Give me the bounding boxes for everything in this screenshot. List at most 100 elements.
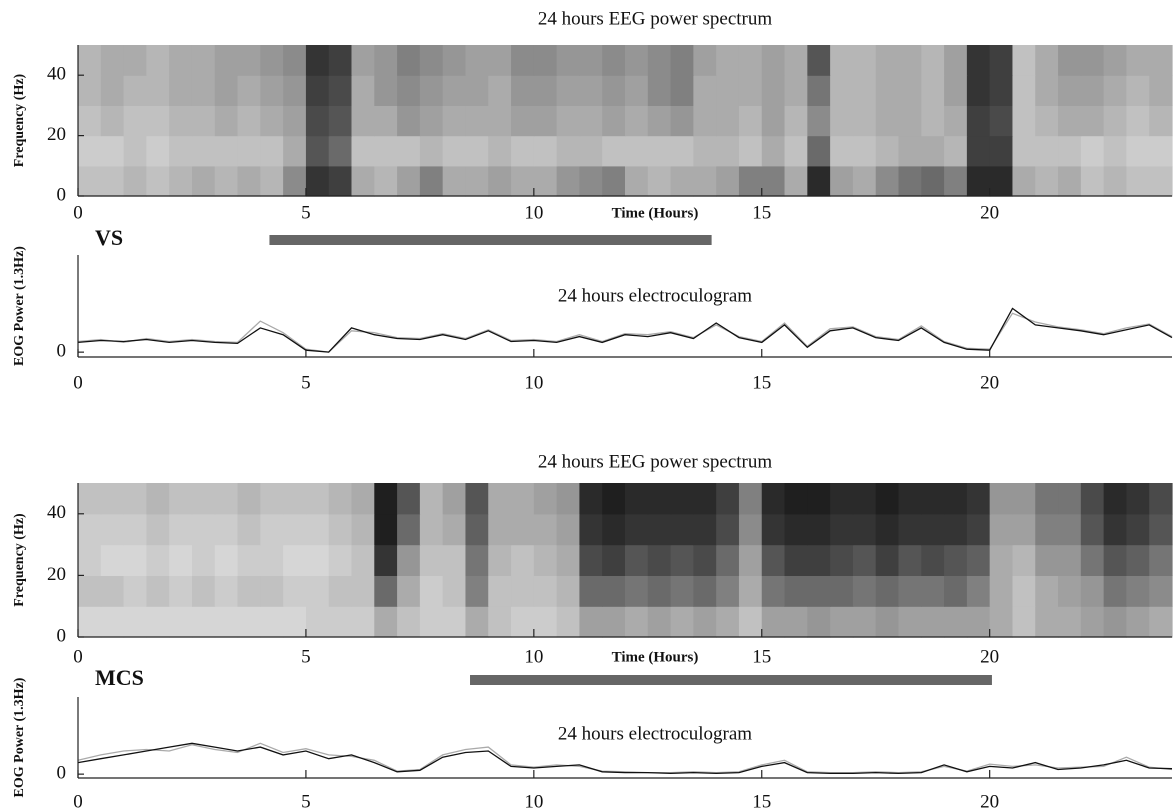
spectrum-cell bbox=[419, 544, 444, 576]
spectrum-cell bbox=[1080, 513, 1105, 546]
spectrum-cell bbox=[807, 606, 831, 638]
spectrum-cell bbox=[100, 45, 125, 76]
spectrum-cell bbox=[921, 575, 945, 607]
spectrum-cell bbox=[693, 105, 717, 137]
spectrum-cell bbox=[397, 165, 421, 197]
x-tick-label: 15 bbox=[752, 646, 771, 667]
spectrum-cell bbox=[146, 75, 170, 106]
spectrum-cell bbox=[123, 575, 147, 607]
spectrum-cell bbox=[511, 135, 535, 167]
spectrum-cell bbox=[1126, 544, 1150, 576]
spectrum-cell bbox=[260, 606, 284, 638]
spectrum-cell bbox=[966, 45, 991, 76]
spectrum-cell bbox=[1103, 483, 1128, 515]
spectrum-cell bbox=[647, 105, 672, 137]
spectrum-cell bbox=[556, 135, 581, 167]
spectrum-cell bbox=[465, 105, 489, 137]
spectrum-cell bbox=[214, 135, 239, 167]
spectrum-cell bbox=[442, 483, 467, 515]
spectrum-cell bbox=[898, 513, 922, 546]
spectrum-cell bbox=[351, 513, 375, 546]
spectrum-cell bbox=[807, 135, 831, 167]
spectrum-cell bbox=[191, 135, 216, 167]
spectrum-cell bbox=[465, 544, 489, 576]
spectrum-cell bbox=[1126, 575, 1150, 607]
spectrum-cell bbox=[328, 575, 353, 607]
spectrum-cell bbox=[693, 135, 717, 167]
spectrum-cell bbox=[328, 513, 353, 546]
spectrum-cell bbox=[898, 165, 922, 197]
spectrum-cell bbox=[693, 606, 717, 638]
spectrum-cell bbox=[191, 45, 216, 76]
spectrum-cell bbox=[875, 105, 900, 137]
spectrum-cell bbox=[533, 513, 558, 546]
spectrum-cell bbox=[191, 606, 216, 638]
spectrum-cell bbox=[556, 483, 581, 515]
spectrum-cell bbox=[374, 606, 398, 638]
spectrum-cell bbox=[78, 606, 102, 638]
spectrum-cell bbox=[807, 513, 831, 546]
spectrum-cell bbox=[1012, 483, 1036, 515]
spectrum-cell bbox=[1058, 575, 1082, 607]
spectrum-cell bbox=[100, 165, 125, 197]
spectrum-cell bbox=[146, 165, 170, 197]
spectrum-cell bbox=[784, 105, 808, 137]
spectrum-cell bbox=[670, 45, 694, 76]
spectrum-cell bbox=[237, 75, 261, 106]
spectrum-cell bbox=[556, 165, 581, 197]
spectrum-cell bbox=[511, 575, 535, 607]
spectrum-cell bbox=[556, 544, 581, 576]
spectrum-cell bbox=[260, 75, 284, 106]
spectrum-cell bbox=[419, 45, 444, 76]
spectrum-cell bbox=[784, 606, 808, 638]
spectrum-cell bbox=[852, 105, 877, 137]
spectrum-cell bbox=[1080, 483, 1105, 515]
spectrum-cell bbox=[716, 483, 740, 515]
spectrum-cell bbox=[602, 513, 626, 546]
spectrum-cell bbox=[488, 75, 512, 106]
spectrum-cell bbox=[328, 483, 353, 515]
spectrum-cell bbox=[465, 135, 489, 167]
y-tick-label: 20 bbox=[47, 124, 66, 145]
spectrum-cell bbox=[465, 606, 489, 638]
spectrum-cell bbox=[397, 606, 421, 638]
spectrum-cell bbox=[442, 135, 467, 167]
spectrum-cell bbox=[966, 575, 991, 607]
spectrum-cell bbox=[1058, 45, 1082, 76]
y-axis-label: Frequency (Hz) bbox=[12, 513, 27, 607]
spectrum-cell bbox=[761, 135, 786, 167]
spectrum-cell bbox=[1080, 606, 1105, 638]
spectrum-cell bbox=[1126, 483, 1150, 515]
spectrum-cell bbox=[191, 513, 216, 546]
spectrum-cell bbox=[761, 513, 786, 546]
spectrum-cell bbox=[511, 544, 535, 576]
spectrum-cell bbox=[123, 513, 147, 546]
spectrum-cell bbox=[579, 165, 603, 197]
spectrum-cell bbox=[1012, 575, 1036, 607]
spectrum-cell bbox=[1126, 105, 1150, 137]
spectrum-cell bbox=[989, 575, 1014, 607]
spectrum-cell bbox=[1080, 45, 1105, 76]
spectrum-cell bbox=[397, 575, 421, 607]
x-tick-label: 15 bbox=[752, 202, 771, 223]
spectrum-cell bbox=[1012, 45, 1036, 76]
spectrum-cell bbox=[123, 606, 147, 638]
spectrum-cell bbox=[579, 75, 603, 106]
spectrum-cell bbox=[1035, 575, 1059, 607]
spectrum-cell bbox=[1012, 606, 1036, 638]
spectrum-cell bbox=[533, 75, 558, 106]
spectrum-cell bbox=[716, 75, 740, 106]
spectrum-cell bbox=[100, 606, 125, 638]
spectrum-cell bbox=[465, 45, 489, 76]
spectrum-cell bbox=[328, 45, 353, 76]
x-tick-label: 20 bbox=[980, 202, 999, 223]
y-axis-label: EOG Power (1.3Hz) bbox=[12, 677, 27, 797]
spectrum-cell bbox=[602, 606, 626, 638]
spectrum-cell bbox=[989, 75, 1014, 106]
spectrum-cell bbox=[1058, 544, 1082, 576]
spectrum-cell bbox=[875, 45, 900, 76]
spectrum-cell bbox=[921, 165, 945, 197]
spectrum-cell bbox=[830, 544, 854, 576]
spectrum-cell bbox=[784, 45, 808, 76]
